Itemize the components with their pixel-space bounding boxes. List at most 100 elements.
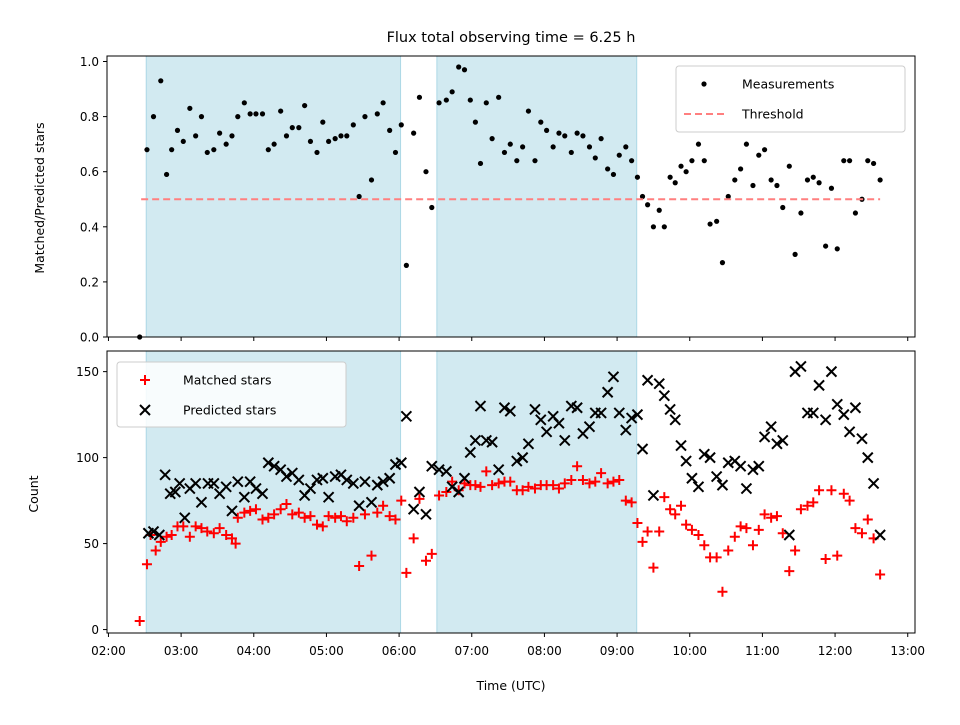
measurement-point [467, 97, 473, 103]
matched-star-marker [777, 528, 788, 539]
matched-star-marker [426, 548, 437, 559]
matched-star-marker [670, 509, 681, 520]
measurement-point [568, 149, 574, 156]
measurement-point [877, 177, 883, 183]
measurement-point [719, 260, 726, 266]
measurement-point [732, 177, 738, 183]
measurement-point [634, 174, 641, 180]
predicted-star-marker [740, 482, 753, 495]
predicted-star-marker [625, 412, 638, 424]
predicted-star-marker [862, 451, 874, 464]
legend-label: Predicted stars [183, 403, 276, 418]
x-tick-label: 03:00 [164, 644, 199, 658]
predicted-star-marker [571, 402, 583, 414]
predicted-star-marker [758, 431, 771, 443]
measurement-point [217, 130, 223, 136]
legend-measurement-marker [701, 81, 707, 87]
matched-star-marker [642, 526, 653, 537]
y-tick-label-top: 0.0 [80, 331, 99, 345]
predicted-star-marker [353, 500, 365, 512]
measurement-point [695, 141, 702, 147]
predicted-star-marker [831, 398, 843, 411]
legend-box-bottom [116, 361, 347, 428]
measurement-point [158, 78, 164, 84]
legend-matched-marker [140, 375, 150, 385]
measurement-point [253, 111, 259, 117]
predicted-star-marker [293, 474, 305, 486]
matched-star-marker [784, 566, 795, 577]
matched-star-marker [441, 487, 452, 497]
measurement-point [289, 125, 295, 131]
measurement-point [532, 158, 538, 164]
matched-star-marker [408, 533, 419, 544]
legend-label: Matched stars [183, 373, 271, 388]
measurement-point [707, 221, 713, 227]
predicted-star-marker [195, 496, 208, 509]
observing-window-top-0 [145, 55, 402, 338]
predicted-star-marker [440, 465, 453, 478]
measurement-point [477, 160, 484, 167]
y-tick-label-bottom: 0 [91, 623, 99, 637]
x-tick-label: 05:00 [309, 644, 344, 658]
predicted-star-marker [636, 443, 649, 455]
matched-star-marker [257, 514, 268, 525]
matched-star-marker [287, 509, 298, 520]
predicted-star-marker [452, 486, 465, 498]
matched-star-marker [184, 531, 195, 542]
plot-frame-bottom [106, 350, 916, 634]
predicted-star-marker [377, 475, 389, 488]
matched-star-marker [572, 461, 583, 472]
measurement-point [472, 119, 478, 125]
measurement-point [714, 218, 720, 224]
measurement-point [870, 160, 877, 167]
measurement-point [623, 144, 629, 150]
matched-star-marker [566, 474, 577, 485]
matched-star-marker [771, 511, 782, 522]
matched-star-marker [826, 485, 837, 496]
predicted-star-marker [256, 488, 269, 500]
predicted-star-marker [522, 438, 535, 450]
matched-star-marker [523, 481, 534, 492]
matched-star-marker [686, 524, 697, 535]
matched-star-marker [875, 569, 886, 580]
matched-star-marker [505, 476, 516, 487]
measurement-point [456, 64, 462, 70]
predicted-star-marker [838, 408, 850, 421]
matched-star-marker [844, 495, 855, 506]
predicted-star-marker [420, 508, 432, 521]
matched-star-marker [659, 492, 670, 503]
chart-title: Flux total observing time = 6.25 h [387, 30, 636, 46]
matched-star-marker [608, 476, 619, 487]
predicted-star-marker [710, 470, 723, 483]
predicted-star-marker [413, 486, 426, 498]
predicted-star-marker [268, 460, 280, 472]
measurement-point [144, 147, 150, 153]
measurement-point [307, 138, 314, 145]
predicted-star-marker [426, 460, 438, 472]
matched-star-marker [214, 523, 225, 534]
matched-star-marker [553, 483, 564, 494]
measurement-point [574, 130, 580, 136]
measurement-point [768, 177, 774, 183]
measurement-point [823, 243, 829, 249]
matched-star-marker [263, 512, 274, 523]
measurement-point [411, 130, 417, 136]
matched-star-marker [862, 514, 873, 525]
predicted-star-marker [322, 491, 335, 503]
matched-star-marker [487, 480, 498, 491]
predicted-star-marker [641, 374, 654, 386]
matched-star-marker [335, 511, 346, 522]
matched-star-marker [614, 474, 625, 485]
matched-star-marker [196, 523, 207, 534]
matched-star-marker [232, 512, 243, 523]
measurement-point [169, 147, 175, 153]
matched-star-marker [230, 538, 241, 549]
measurement-point [429, 204, 435, 211]
matched-star-marker [759, 509, 770, 520]
predicted-star-marker [658, 389, 671, 402]
measurement-point [804, 177, 811, 183]
y-tick-label-top: 0.6 [80, 165, 99, 179]
matched-star-marker [245, 505, 256, 516]
matched-star-marker [447, 476, 458, 487]
measurement-point [326, 138, 332, 145]
